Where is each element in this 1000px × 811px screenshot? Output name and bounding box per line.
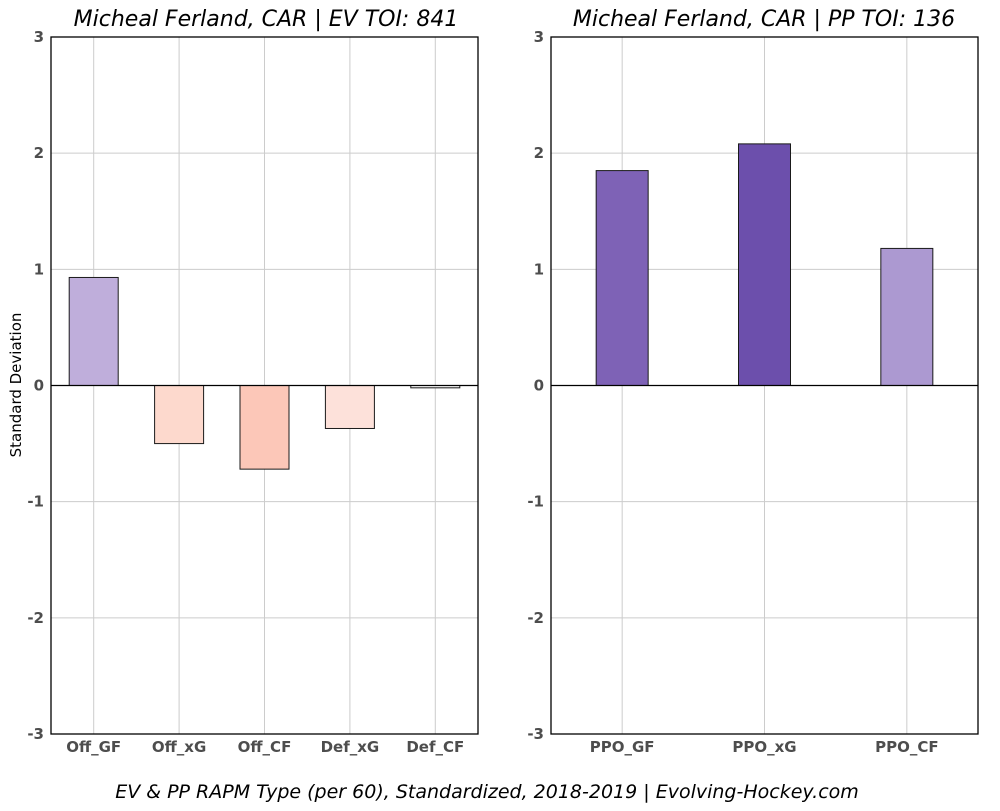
y-tick-label: 0: [34, 377, 44, 395]
x-tick-label: Off_CF: [238, 738, 292, 756]
x-tick-label: PPO_xG: [732, 738, 796, 756]
y-tick-label: 3: [34, 28, 44, 46]
y-tick-label: 1: [34, 260, 44, 278]
x-tick-label: Off_GF: [66, 738, 121, 756]
ev-plot-frame: [50, 36, 479, 735]
bar-ppo-xg: [738, 143, 791, 386]
x-tick-label: Off_xG: [152, 738, 206, 756]
y-tick-label: 3: [534, 28, 544, 46]
pp-plot-frame: [550, 36, 979, 735]
bar-def-xg: [324, 385, 375, 429]
y-axis-label: Standard Deviation: [7, 313, 25, 458]
y-tick-label: 2: [34, 144, 44, 162]
bar-ppo-cf: [880, 247, 934, 386]
x-tick-label: Def_xG: [321, 738, 380, 756]
x-tick-label: Def_CF: [406, 738, 464, 756]
bar-off-cf: [239, 385, 290, 470]
ev-rapm-chart: Micheal Ferland, CAR | EV TOI: 841 Stand…: [7, 7, 479, 756]
bar-ppo-gf: [595, 170, 649, 386]
bar-off-gf: [68, 276, 119, 386]
y-tick-label: -1: [27, 493, 44, 511]
x-tick-label: PPO_CF: [875, 738, 939, 756]
y-tick-label: -3: [527, 725, 544, 743]
y-tick-label: 0: [534, 377, 544, 395]
y-tick-label: -1: [527, 493, 544, 511]
y-tick-label: 2: [534, 144, 544, 162]
bar-off-xg: [154, 385, 205, 445]
pp-chart-title: Micheal Ferland, CAR | PP TOI: 136: [573, 7, 955, 32]
ev-chart-title: Micheal Ferland, CAR | EV TOI: 841: [74, 7, 459, 32]
y-tick-label: -2: [27, 609, 44, 627]
y-tick-label: -2: [527, 609, 544, 627]
pp-rapm-chart: Micheal Ferland, CAR | PP TOI: 136 -3 -2 -…: [527, 7, 979, 756]
y-tick-label: -3: [27, 725, 44, 743]
figure-caption: EV & PP RAPM Type (per 60), Standardized…: [115, 781, 859, 803]
x-tick-label: PPO_GF: [590, 738, 655, 756]
y-tick-label: 1: [534, 260, 544, 278]
